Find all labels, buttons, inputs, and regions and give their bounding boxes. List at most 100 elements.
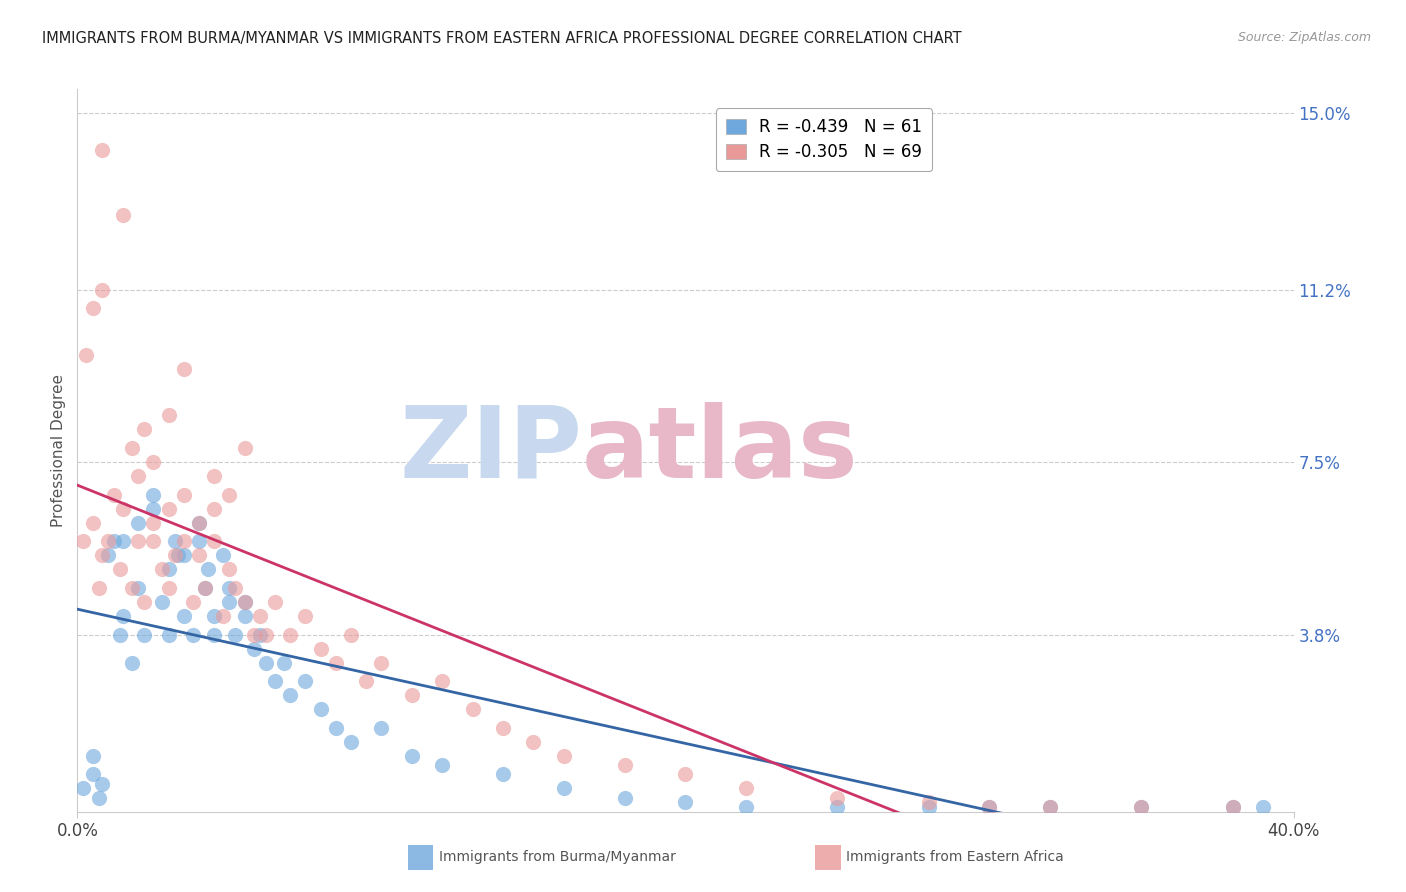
Point	[492, 721, 515, 735]
Point	[401, 688, 423, 702]
Point	[163, 549, 186, 563]
Text: Immigrants from Burma/Myanmar: Immigrants from Burma/Myanmar	[439, 850, 675, 864]
Point	[1130, 800, 1153, 814]
Bar	[815, 845, 841, 870]
Point	[134, 627, 156, 641]
Point	[152, 595, 174, 609]
Point	[142, 488, 165, 502]
Point	[72, 781, 94, 796]
Text: IMMIGRANTS FROM BURMA/MYANMAR VS IMMIGRANTS FROM EASTERN AFRICA PROFESSIONAL DEG: IMMIGRANTS FROM BURMA/MYANMAR VS IMMIGRA…	[42, 31, 962, 46]
Point	[613, 790, 636, 805]
Point	[979, 800, 1001, 814]
Text: Source: ZipAtlas.com: Source: ZipAtlas.com	[1237, 31, 1371, 45]
Point	[273, 656, 295, 670]
Point	[675, 796, 697, 810]
Point	[1039, 800, 1062, 814]
Point	[675, 767, 697, 781]
Point	[127, 469, 149, 483]
Y-axis label: Professional Degree: Professional Degree	[51, 374, 66, 527]
Point	[202, 627, 225, 641]
Point	[121, 441, 143, 455]
Point	[108, 627, 131, 641]
Point	[90, 283, 112, 297]
Point	[242, 641, 264, 656]
Point	[340, 735, 363, 749]
Point	[827, 790, 849, 805]
Point	[430, 758, 453, 772]
Point	[325, 721, 347, 735]
Point	[82, 767, 104, 781]
Point	[134, 595, 156, 609]
Point	[202, 534, 225, 549]
Point	[111, 534, 134, 549]
Point	[90, 549, 112, 563]
Point	[249, 627, 271, 641]
Bar	[408, 845, 433, 870]
Point	[242, 627, 264, 641]
Point	[197, 562, 219, 576]
Point	[254, 627, 277, 641]
Point	[492, 767, 515, 781]
Point	[127, 534, 149, 549]
Point	[202, 501, 225, 516]
Point	[979, 800, 1001, 814]
Point	[218, 595, 240, 609]
Point	[325, 656, 347, 670]
Point	[233, 595, 256, 609]
Point	[82, 516, 104, 530]
Point	[224, 627, 246, 641]
Point	[613, 758, 636, 772]
Point	[218, 562, 240, 576]
Point	[254, 656, 277, 670]
Point	[918, 796, 941, 810]
Point	[1222, 800, 1244, 814]
Point	[97, 549, 120, 563]
Point	[212, 549, 235, 563]
Point	[1251, 800, 1274, 814]
Point	[264, 674, 287, 689]
Point	[173, 609, 195, 624]
Point	[157, 581, 180, 595]
Point	[401, 748, 423, 763]
Point	[108, 562, 131, 576]
Legend: R = -0.439   N = 61, R = -0.305   N = 69: R = -0.439 N = 61, R = -0.305 N = 69	[716, 108, 932, 171]
Point	[142, 455, 165, 469]
Point	[173, 362, 195, 376]
Point	[163, 534, 186, 549]
Point	[72, 534, 94, 549]
Point	[194, 581, 217, 595]
Point	[218, 488, 240, 502]
Text: ZIP: ZIP	[399, 402, 582, 499]
Point	[264, 595, 287, 609]
Point	[827, 800, 849, 814]
Point	[121, 581, 143, 595]
Point	[354, 674, 377, 689]
Point	[90, 143, 112, 157]
Point	[370, 656, 392, 670]
Point	[340, 627, 363, 641]
Point	[522, 735, 544, 749]
Point	[134, 422, 156, 436]
Point	[103, 488, 125, 502]
Point	[173, 549, 195, 563]
Point	[127, 581, 149, 595]
Point	[142, 501, 165, 516]
Point	[218, 581, 240, 595]
Point	[127, 516, 149, 530]
Point	[142, 534, 165, 549]
Point	[1222, 800, 1244, 814]
Point	[249, 609, 271, 624]
Point	[157, 409, 180, 423]
Point	[278, 627, 301, 641]
Point	[430, 674, 453, 689]
Point	[97, 534, 120, 549]
Point	[735, 781, 758, 796]
Point	[157, 562, 180, 576]
Point	[1130, 800, 1153, 814]
Point	[553, 781, 575, 796]
Point	[90, 777, 112, 791]
Text: atlas: atlas	[582, 402, 859, 499]
Point	[157, 627, 180, 641]
Point	[202, 609, 225, 624]
Point	[121, 656, 143, 670]
